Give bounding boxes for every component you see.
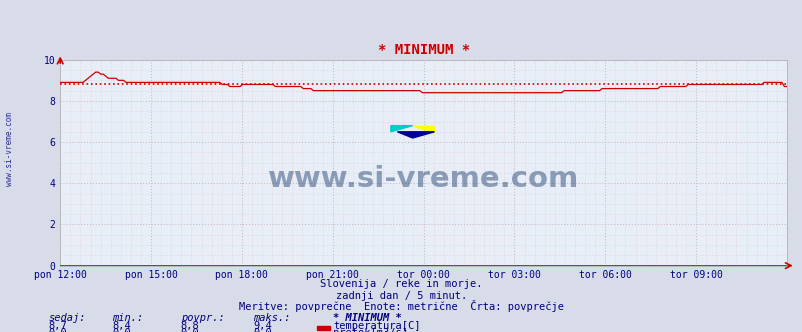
Text: min.:: min.:: [112, 313, 144, 323]
Polygon shape: [397, 132, 434, 138]
Text: * MINIMUM *: * MINIMUM *: [333, 313, 402, 323]
Text: maks.:: maks.:: [253, 313, 290, 323]
Text: Meritve: povprečne  Enote: metrične  Črta: povprečje: Meritve: povprečne Enote: metrične Črta:…: [239, 300, 563, 312]
Text: povpr.:: povpr.:: [180, 313, 224, 323]
Text: sedaj:: sedaj:: [48, 313, 86, 323]
Text: temperatura[C]: temperatura[C]: [333, 321, 420, 331]
Title: * MINIMUM *: * MINIMUM *: [377, 43, 469, 57]
Text: 0,0: 0,0: [180, 328, 199, 332]
Text: Slovenija / reke in morje.: Slovenija / reke in morje.: [320, 279, 482, 289]
Text: zadnji dan / 5 minut.: zadnji dan / 5 minut.: [335, 291, 467, 301]
Text: pretok[m3/s]: pretok[m3/s]: [333, 328, 407, 332]
Text: www.si-vreme.com: www.si-vreme.com: [5, 113, 14, 186]
Text: www.si-vreme.com: www.si-vreme.com: [268, 165, 578, 193]
Text: 8,7: 8,7: [48, 321, 67, 331]
Text: 8,8: 8,8: [180, 321, 199, 331]
Text: 0,0: 0,0: [112, 328, 131, 332]
Text: 0,0: 0,0: [253, 328, 271, 332]
Polygon shape: [412, 125, 434, 132]
Text: 8,4: 8,4: [112, 321, 131, 331]
Text: 9,4: 9,4: [253, 321, 271, 331]
Polygon shape: [391, 125, 412, 132]
Text: 0,0: 0,0: [48, 328, 67, 332]
